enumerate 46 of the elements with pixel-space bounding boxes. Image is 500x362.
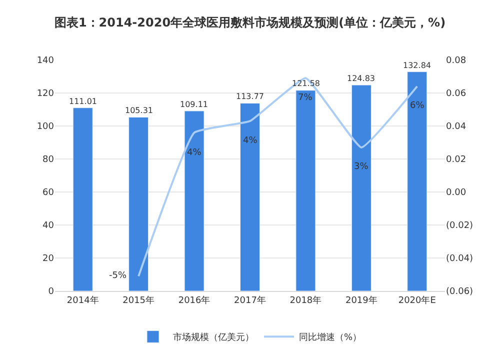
data-label: 7%	[298, 93, 313, 103]
data-label: -5%	[109, 271, 127, 281]
y2-tick-label: 0.04	[446, 122, 466, 132]
y2-tick-label: (0.02)	[446, 221, 474, 232]
bar	[407, 72, 428, 291]
data-label: 105.31	[125, 106, 153, 115]
y-tick-label: 120	[36, 89, 54, 100]
x-tick-label: 2020年E	[398, 294, 436, 306]
data-label: 6%	[410, 101, 425, 111]
bar	[240, 103, 260, 291]
x-tick-label: 2018年	[290, 294, 322, 306]
data-label: 4%	[243, 136, 258, 146]
y-tick-label: 0	[48, 287, 54, 298]
x-tick-label: 2017年	[234, 294, 266, 306]
bar	[128, 116, 149, 291]
bar	[296, 90, 316, 291]
bar	[351, 84, 372, 291]
x-tick-label: 2019年	[345, 294, 378, 306]
legend-label: 市场规模（亿美元）	[173, 332, 254, 344]
data-label: 111.01	[69, 97, 97, 106]
y2-tick-label: (0.06)	[446, 287, 474, 298]
data-label: 4%	[187, 148, 202, 158]
y-tick-label: 60	[42, 188, 54, 198]
y-tick-label: 80	[42, 155, 54, 166]
data-label: 113.77	[236, 92, 264, 101]
legend-label: 同比增速（%）	[299, 332, 362, 344]
chart-title: 图表1：2014-2020年全球医用敷料市场规模及预测(单位：亿美元，%)	[54, 16, 446, 30]
y-tick-label: 40	[42, 221, 54, 232]
y2-tick-label: (0.04)	[446, 254, 474, 264]
x-tick-label: 2014年	[66, 294, 99, 306]
y-tick-label: 140	[36, 56, 54, 66]
data-label: 121.58	[292, 79, 320, 88]
y2-tick-label: 0.00	[446, 188, 466, 198]
bar	[184, 110, 204, 291]
y2-tick-label: 0.02	[446, 155, 466, 166]
y-tick-label: 20	[42, 254, 54, 264]
data-label: 109.11	[180, 100, 208, 109]
x-tick-label: 2016年	[178, 294, 210, 306]
y-tick-label: 100	[36, 122, 54, 132]
data-label: 124.83	[347, 74, 375, 83]
x-tick-label: 2015年	[122, 294, 155, 306]
y2-tick-label: 0.08	[446, 56, 466, 66]
bar	[72, 108, 93, 291]
data-label: 132.84	[403, 61, 431, 70]
data-label: 3%	[354, 162, 369, 172]
y2-tick-label: 0.06	[446, 89, 466, 100]
